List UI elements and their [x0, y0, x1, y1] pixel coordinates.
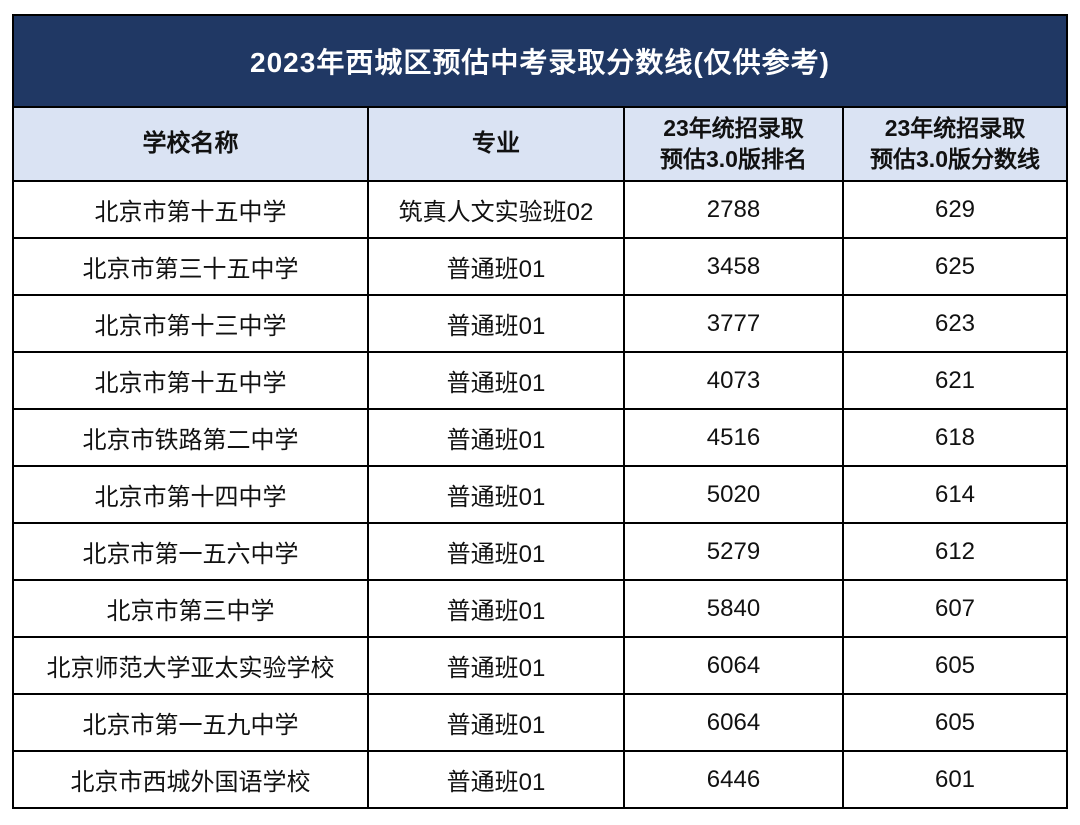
table-row: 北京市第一五六中学 普通班01 5279 612 [12, 522, 1069, 581]
cell-rank: 5279 [623, 522, 844, 581]
cell-score: 601 [841, 750, 1069, 809]
cell-program: 普通班01 [367, 351, 625, 410]
cell-program: 普通班01 [367, 636, 625, 695]
cell-program: 普通班01 [367, 750, 625, 809]
table-row: 北京师范大学亚太实验学校 普通班01 6064 605 [12, 636, 1069, 695]
cell-program: 普通班01 [367, 294, 625, 353]
table-row: 北京市第十三中学 普通班01 3777 623 [12, 294, 1069, 353]
cell-rank: 4516 [623, 408, 844, 467]
cell-program: 普通班01 [367, 693, 625, 752]
cell-score: 623 [841, 294, 1069, 353]
cell-rank: 2788 [623, 180, 844, 239]
cell-school: 北京市第一五六中学 [12, 522, 369, 581]
cell-score: 605 [841, 693, 1069, 752]
cell-program: 普通班01 [367, 408, 625, 467]
cell-score: 625 [841, 237, 1069, 296]
table-row: 北京市第一五九中学 普通班01 6064 605 [12, 693, 1069, 752]
header-school: 学校名称 [12, 106, 369, 182]
cell-rank: 6446 [623, 750, 844, 809]
cell-rank: 5020 [623, 465, 844, 524]
cell-school: 北京市第一五九中学 [12, 693, 369, 752]
table-row: 北京市第十五中学 筑真人文实验班02 2788 629 [12, 180, 1069, 239]
cell-program: 筑真人文实验班02 [367, 180, 625, 239]
header-rank-line2: 预估3.0版排名 [660, 146, 807, 172]
cell-program: 普通班01 [367, 237, 625, 296]
cell-program: 普通班01 [367, 465, 625, 524]
table-row: 北京市西城外国语学校 普通班01 6446 601 [12, 750, 1069, 809]
cell-school: 北京市第三中学 [12, 579, 369, 638]
table-row: 北京市第三中学 普通班01 5840 607 [12, 579, 1069, 638]
cell-score: 612 [841, 522, 1069, 581]
table-title-row: 2023年西城区预估中考录取分数线(仅供参考) [11, 14, 1069, 108]
cell-rank: 6064 [623, 636, 844, 695]
cell-school: 北京市第三十五中学 [12, 237, 369, 296]
cell-score: 618 [841, 408, 1069, 467]
cell-rank: 3777 [623, 294, 844, 353]
cell-score: 605 [841, 636, 1069, 695]
cell-school: 北京市第十五中学 [12, 351, 369, 410]
cell-rank: 3458 [623, 237, 844, 296]
header-score-line1: 23年统招录取 [884, 114, 1026, 141]
cell-rank: 4073 [623, 351, 844, 410]
header-score: 23年统招录取 预估3.0版分数线 [841, 106, 1069, 182]
cell-program: 普通班01 [367, 522, 625, 581]
cell-score: 607 [841, 579, 1069, 638]
table-row: 北京市第三十五中学 普通班01 3458 625 [12, 237, 1069, 296]
header-rank-line1: 23年统招录取 [663, 114, 804, 141]
cell-school: 北京市第十三中学 [12, 294, 369, 353]
cell-school: 北京市第十五中学 [12, 180, 369, 239]
table-title: 2023年西城区预估中考录取分数线(仅供参考) [11, 14, 1069, 108]
cell-rank: 5840 [623, 579, 844, 638]
table-row: 北京市第十五中学 普通班01 4073 621 [12, 351, 1069, 410]
table-header-row: 学校名称 专业 23年统招录取 预估3.0版排名 23年统招录取 预估3.0版分… [12, 106, 1069, 182]
table-row: 北京市第十四中学 普通班01 5020 614 [12, 465, 1069, 524]
cell-school: 北京师范大学亚太实验学校 [12, 636, 369, 695]
cell-school: 北京市铁路第二中学 [12, 408, 369, 467]
cell-score: 614 [841, 465, 1069, 524]
header-program: 专业 [367, 106, 625, 182]
admission-score-table: 2023年西城区预估中考录取分数线(仅供参考) 学校名称 专业 23年统招录取 … [11, 14, 1069, 809]
cell-program: 普通班01 [367, 579, 625, 638]
cell-score: 621 [841, 351, 1069, 410]
header-score-line2: 预估3.0版分数线 [870, 146, 1040, 172]
table-row: 北京市铁路第二中学 普通班01 4516 618 [12, 408, 1069, 467]
cell-school: 北京市西城外国语学校 [12, 750, 369, 809]
cell-school: 北京市第十四中学 [12, 465, 369, 524]
header-rank: 23年统招录取 预估3.0版排名 [623, 106, 844, 182]
cell-rank: 6064 [623, 693, 844, 752]
cell-score: 629 [841, 180, 1069, 239]
